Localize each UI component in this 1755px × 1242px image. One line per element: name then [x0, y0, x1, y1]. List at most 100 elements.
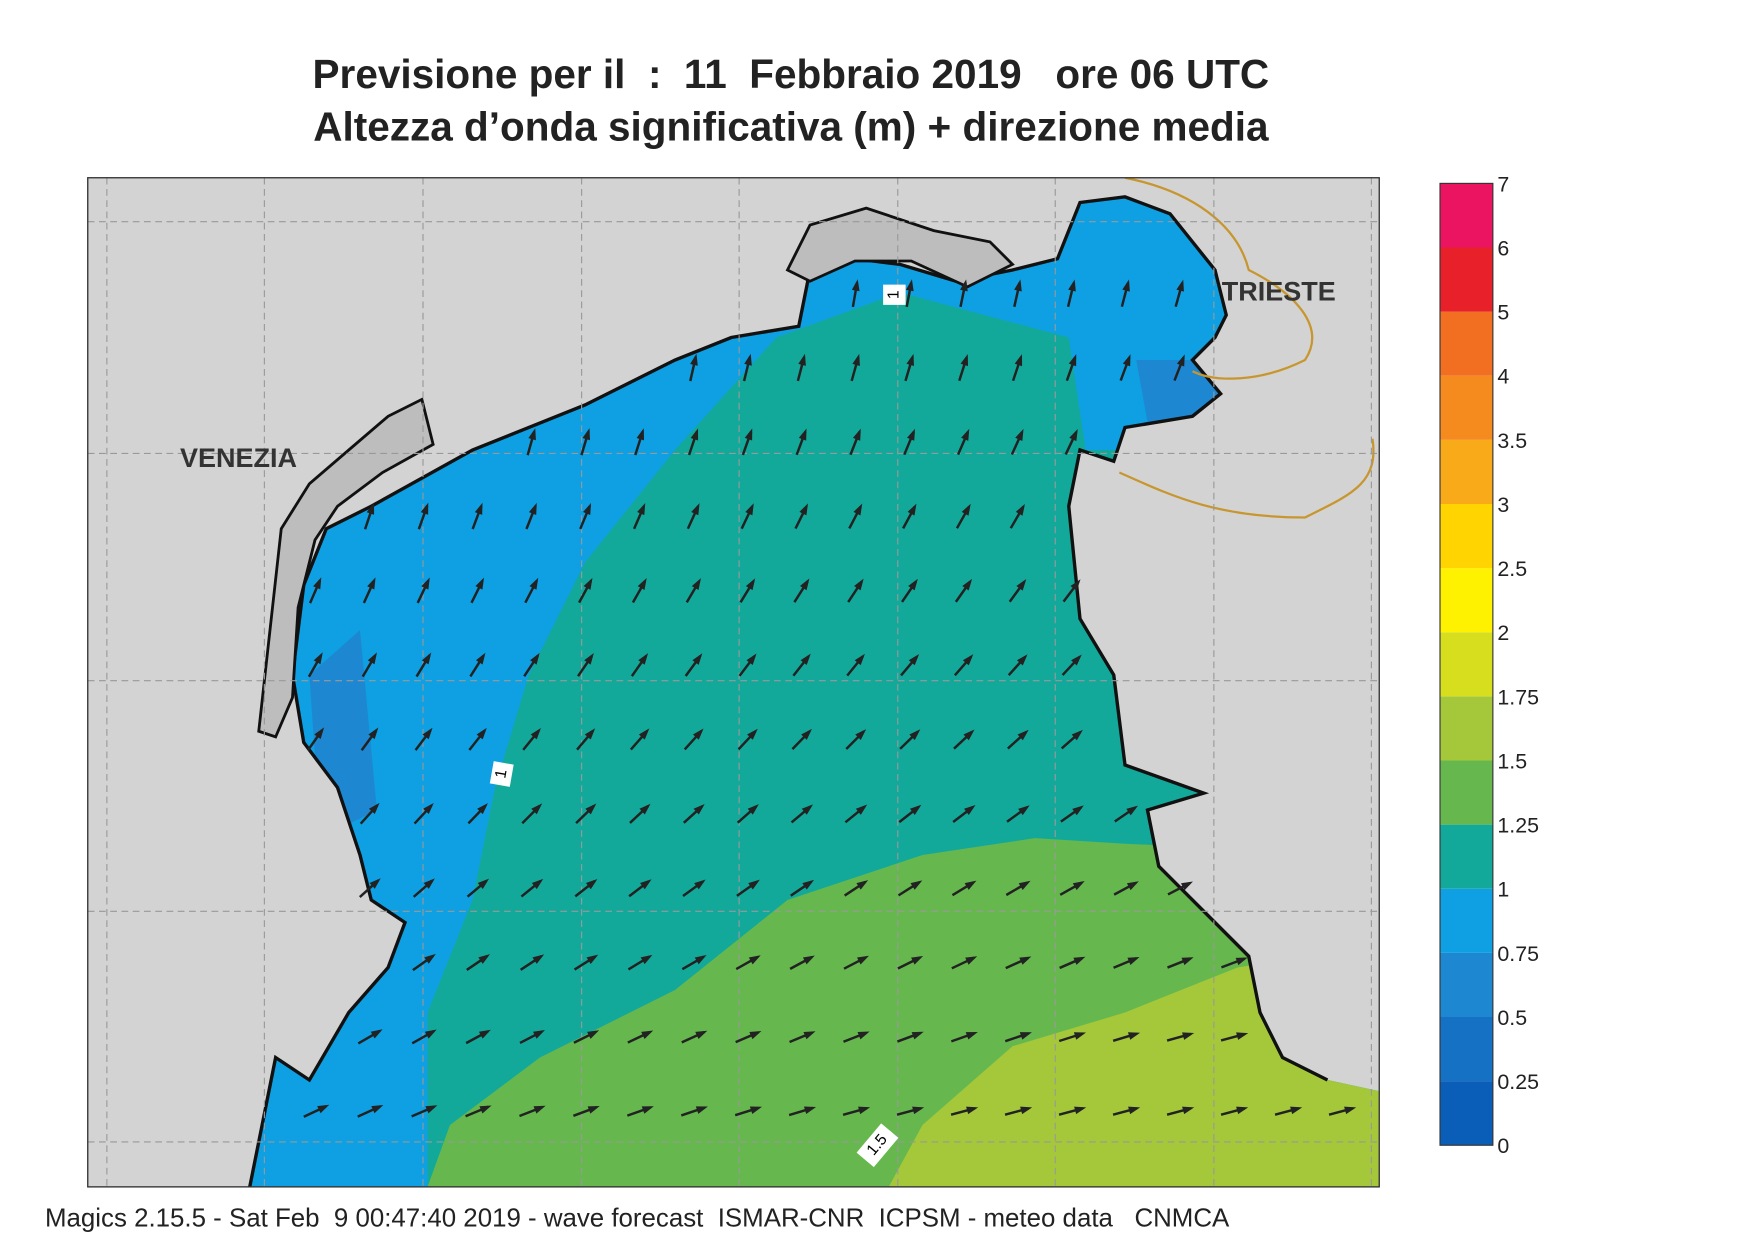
arrow-head — [584, 728, 596, 740]
arrow-head — [1071, 729, 1083, 741]
arrow — [896, 1031, 924, 1043]
arrow-head — [1069, 429, 1078, 442]
arrow — [579, 502, 592, 530]
arrow-head — [640, 954, 653, 965]
arrow — [417, 502, 429, 530]
arrow — [412, 953, 436, 972]
arrow-head — [1068, 354, 1077, 367]
arrow — [849, 428, 861, 456]
arrow-head — [474, 502, 483, 515]
colorbar-label: 0.25 — [1497, 1070, 1539, 1094]
arrow — [576, 728, 596, 751]
arrow-head — [965, 956, 978, 965]
colorbar-band — [1440, 696, 1493, 761]
arrow — [790, 804, 814, 824]
arrow-head — [1073, 1032, 1087, 1040]
arrow-head — [1073, 956, 1086, 965]
arrow-head — [852, 428, 861, 441]
arrow-head — [747, 728, 758, 740]
subtitle: Altezza d’onda significativa (m) + direz… — [313, 104, 1269, 150]
arrow — [578, 577, 593, 604]
arrow — [955, 503, 971, 529]
arrow — [1011, 354, 1023, 382]
coastline — [248, 195, 1329, 1187]
arrow — [736, 804, 759, 824]
map-frame — [87, 177, 1380, 1188]
arrow-head — [638, 653, 649, 665]
arrow — [789, 1031, 816, 1044]
arrow-head — [963, 729, 975, 741]
arrow — [845, 729, 867, 750]
contour-text: 1 — [492, 768, 510, 780]
arrow — [1173, 354, 1185, 381]
arrow-head — [1016, 579, 1027, 591]
arrow-head — [1126, 881, 1139, 891]
arrow — [1006, 805, 1030, 823]
arrow-head — [693, 803, 705, 815]
arrow-head — [369, 878, 381, 889]
arrow — [574, 879, 598, 898]
arrow — [465, 1105, 492, 1118]
arrow — [953, 729, 975, 750]
arrow-head — [855, 729, 867, 740]
arrow — [1004, 1032, 1032, 1043]
arrow-head — [371, 1104, 384, 1114]
arrow-head — [424, 1029, 437, 1039]
arrow-head — [746, 653, 757, 665]
arrow — [575, 803, 597, 824]
arrow — [901, 578, 918, 603]
arrow-head — [965, 1031, 978, 1040]
arrow-head — [1015, 503, 1025, 516]
colorbar-label: 3.5 — [1497, 429, 1527, 453]
colorbar-label: 0 — [1497, 1134, 1509, 1158]
arrow — [842, 1106, 871, 1117]
arrow-head — [1128, 1106, 1141, 1115]
colorbar-band — [1440, 952, 1493, 1017]
colorbar-label: 1.75 — [1497, 685, 1539, 709]
colorbar-label: 5 — [1497, 301, 1509, 325]
arrow-head — [586, 954, 599, 965]
arrow — [959, 279, 968, 308]
arrow — [846, 653, 865, 677]
arrow-head — [1014, 354, 1023, 367]
arrow — [791, 728, 812, 751]
arrow — [468, 727, 487, 751]
arrow-head — [636, 428, 645, 441]
colorbar-label: 4 — [1497, 365, 1509, 389]
arrow — [1059, 956, 1086, 970]
arrow — [1005, 956, 1032, 970]
arrow — [850, 353, 860, 382]
arrow — [1220, 957, 1248, 969]
arrow — [1006, 729, 1029, 750]
arrow-head — [424, 953, 436, 964]
arrow-head — [908, 578, 918, 591]
arrow — [1120, 279, 1130, 308]
arrow — [303, 1104, 330, 1118]
arrow — [521, 803, 543, 825]
arrow-head — [478, 954, 491, 964]
arrow — [739, 578, 756, 603]
arrow-head — [582, 428, 590, 441]
arrow — [360, 727, 379, 751]
arrow-head — [1016, 654, 1028, 666]
arrow-head — [799, 503, 809, 516]
arrow-head — [1014, 279, 1022, 292]
arrow — [1010, 428, 1024, 456]
arrow — [572, 1105, 600, 1117]
arrow-head — [1017, 729, 1029, 741]
arrow — [1274, 1106, 1303, 1116]
arrow-head — [368, 727, 379, 740]
arrow — [789, 955, 815, 970]
arrow — [740, 503, 754, 530]
arrow-head — [801, 728, 812, 740]
arrow — [680, 1106, 708, 1117]
arrow — [898, 804, 922, 824]
arrow — [1005, 880, 1031, 897]
arrow — [790, 879, 815, 897]
arrow-head — [637, 578, 647, 590]
arrow — [843, 1031, 870, 1043]
arrow-head — [423, 878, 435, 889]
arrow-head — [529, 577, 539, 590]
arrow-head — [425, 1105, 438, 1114]
arrow — [467, 803, 488, 825]
